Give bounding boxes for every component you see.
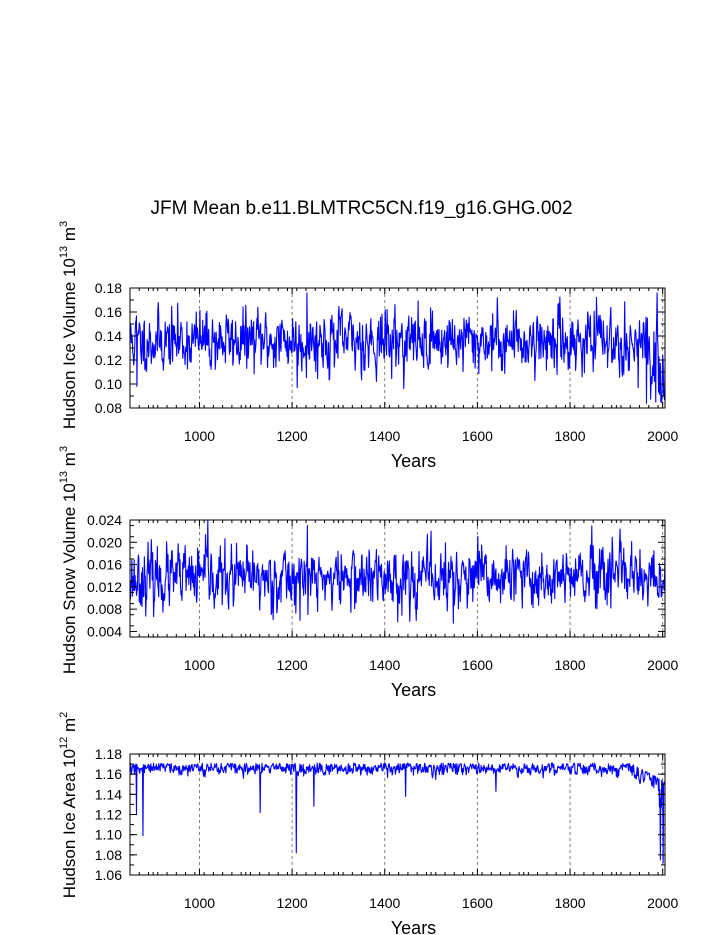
x-axis-label: Years bbox=[391, 918, 436, 935]
y-tick-label: 0.004 bbox=[87, 623, 122, 639]
y-tick-label: 1.14 bbox=[95, 786, 122, 802]
y-tick-label: 0.12 bbox=[95, 352, 122, 368]
figure-title: JFM Mean b.e11.BLMTRC5CN.f19_g16.GHG.002 bbox=[150, 198, 573, 219]
x-tick-label: 2000 bbox=[647, 428, 678, 444]
y-tick-label: 0.08 bbox=[95, 400, 122, 416]
y-tick-label: 0.10 bbox=[95, 376, 122, 392]
plot-frame bbox=[129, 519, 666, 638]
y-tick-label: 1.08 bbox=[95, 847, 122, 863]
y-tick-label: 0.016 bbox=[87, 557, 122, 573]
series-line-snow-volume bbox=[129, 519, 666, 624]
y-tick-label: 1.18 bbox=[95, 746, 122, 762]
x-tick-label: 2000 bbox=[647, 895, 678, 911]
x-tick-label: 1200 bbox=[277, 657, 308, 673]
y-tick-label: 0.020 bbox=[87, 534, 122, 550]
y-tick-label: 1.12 bbox=[95, 807, 122, 823]
y-tick-label: 0.008 bbox=[87, 601, 122, 617]
x-tick-label: 1800 bbox=[554, 657, 585, 673]
y-tick-label: 0.16 bbox=[95, 304, 122, 320]
x-tick-label: 1000 bbox=[184, 895, 215, 911]
x-tick-label: 1200 bbox=[277, 895, 308, 911]
x-tick-label: 1200 bbox=[277, 428, 308, 444]
chart-panel-snow-volume: 1000 1200 1400 1600 1800 2000 Years 0.004 0.008 0… bbox=[58, 446, 678, 700]
x-tick-label: 1400 bbox=[369, 428, 400, 444]
y-tick-label: 1.10 bbox=[95, 827, 122, 843]
chart-panel-ice-area: 1000 1200 1400 1600 1800 2000 Years 1.06 1.08 1.1… bbox=[58, 712, 678, 935]
x-tick-label: 1400 bbox=[369, 895, 400, 911]
y-tick-label: 0.024 bbox=[87, 512, 122, 528]
y-axis-label: Hudson Ice Area 1012 m2 bbox=[58, 712, 79, 899]
y-tick-label: 0.012 bbox=[87, 579, 122, 595]
series-line-ice-volume bbox=[129, 292, 666, 404]
x-tick-label: 1800 bbox=[554, 428, 585, 444]
x-tick-label: 2000 bbox=[647, 657, 678, 673]
series-line-ice-area bbox=[129, 762, 666, 864]
y-tick-label: 1.06 bbox=[95, 867, 122, 883]
x-tick-label: 1000 bbox=[184, 657, 215, 673]
y-axis-label: Hudson Ice Volume 1013 m3 bbox=[58, 221, 79, 429]
x-tick-label: 1600 bbox=[462, 657, 493, 673]
y-tick-label: 1.16 bbox=[95, 766, 122, 782]
x-tick-label: 1000 bbox=[184, 428, 215, 444]
x-axis-label: Years bbox=[391, 451, 436, 471]
chart-panel-ice-volume: 1000 1200 1400 1600 1800 2000 Years 0.08 0.10 0.1… bbox=[58, 221, 678, 471]
x-tick-label: 1800 bbox=[554, 895, 585, 911]
x-axis-label: Years bbox=[391, 680, 436, 700]
y-tick-label: 0.14 bbox=[95, 328, 122, 344]
x-tick-label: 1600 bbox=[462, 895, 493, 911]
x-tick-label: 1400 bbox=[369, 657, 400, 673]
y-tick-label: 0.18 bbox=[95, 280, 122, 296]
x-tick-label: 1600 bbox=[462, 428, 493, 444]
y-axis-label: Hudson Snow Volume 1013 m3 bbox=[58, 446, 79, 674]
